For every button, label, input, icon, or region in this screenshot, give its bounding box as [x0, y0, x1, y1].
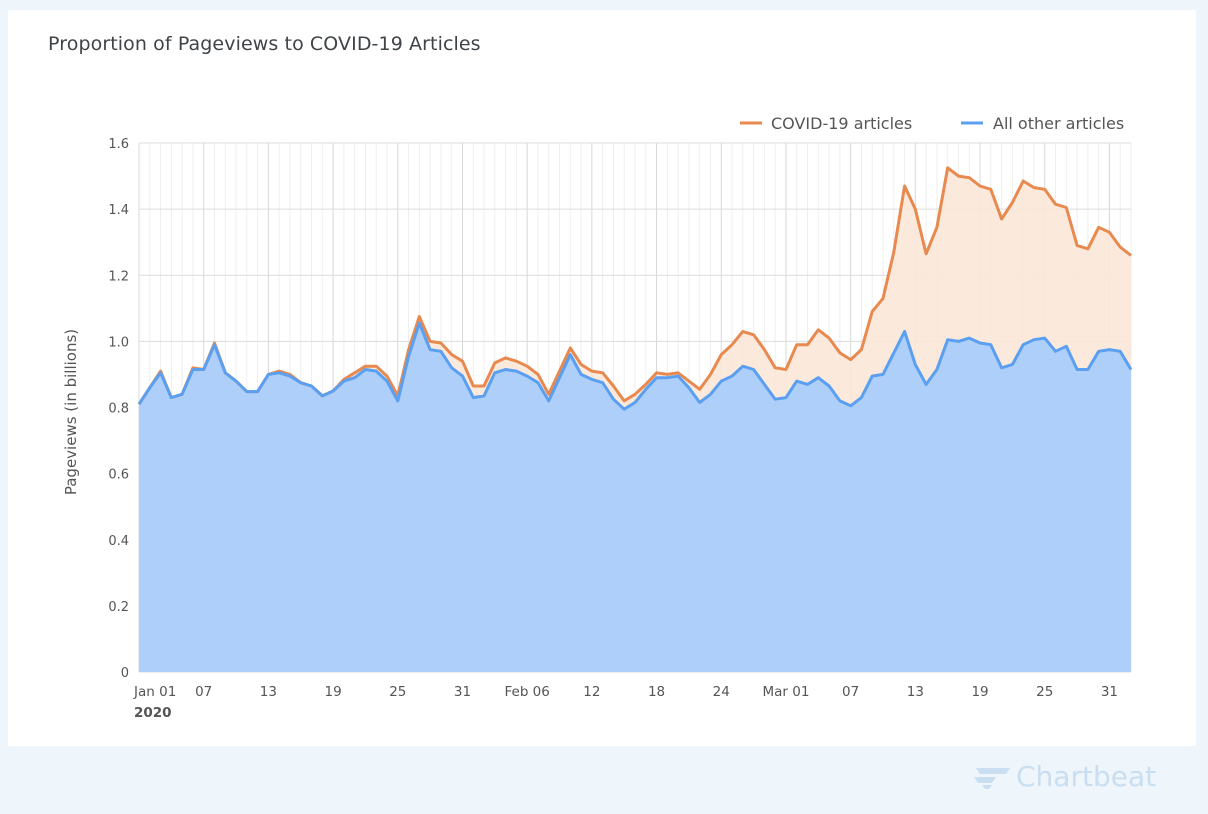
y-tick-label: 1.4 [108, 203, 129, 218]
x-tick-label: 25 [389, 684, 406, 700]
x-tick-label: 19 [971, 684, 988, 700]
y-tick-label: 1.0 [108, 335, 129, 350]
y-tick-label: 1.2 [108, 269, 129, 284]
chart-title: Proportion of Pageviews to COVID-19 Arti… [48, 33, 481, 55]
other-area [139, 323, 1131, 672]
y-axis-ticks: 0 0.2 0.4 0.6 0.8 1.0 1.2 1.4 1.6 [108, 137, 129, 681]
y-tick-label: 1.6 [108, 137, 129, 152]
legend-other-label: All other articles [993, 114, 1124, 133]
logo-text: Chartbeat [1016, 760, 1157, 793]
x-axis-ticks: Jan 01 2020 07 13 19 25 31 Feb 06 12 18 24 Mar 01 07… [133, 684, 1118, 721]
y-tick-label: 0.4 [108, 534, 129, 549]
x-tick-label: 07 [195, 684, 212, 700]
y-tick-label: 0.6 [108, 468, 129, 483]
x-tick-label: 13 [907, 684, 924, 700]
x-tick-label: 31 [1101, 684, 1118, 700]
chartbeat-logo: Chartbeat [972, 760, 1156, 793]
x-tick-label: Feb 06 [504, 684, 549, 700]
x-tick-label: Mar 01 [762, 684, 809, 700]
x-tick-label: 31 [454, 684, 471, 700]
y-tick-label: 0.8 [108, 402, 129, 417]
x-tick-label: 12 [583, 684, 600, 700]
x-tick-label: Jan 01 [133, 684, 176, 700]
x-tick-label: 13 [260, 684, 277, 700]
x-tick-label: 18 [648, 684, 665, 700]
x-tick-label: 19 [324, 684, 341, 700]
legend: COVID-19 articles All other articles [740, 114, 1124, 133]
x-tick-sublabel: 2020 [134, 705, 172, 721]
y-tick-label: 0.2 [108, 600, 129, 615]
x-tick-label: 24 [713, 684, 730, 700]
x-tick-label: 25 [1036, 684, 1053, 700]
other-series-line [137, 321, 1133, 411]
x-tick-label: 07 [842, 684, 859, 700]
y-axis-label: Pageviews (in billions) [62, 329, 80, 495]
chartbeat-mark-icon [974, 767, 1010, 789]
legend-covid-label: COVID-19 articles [771, 114, 912, 133]
y-tick-label: 0 [121, 666, 129, 681]
